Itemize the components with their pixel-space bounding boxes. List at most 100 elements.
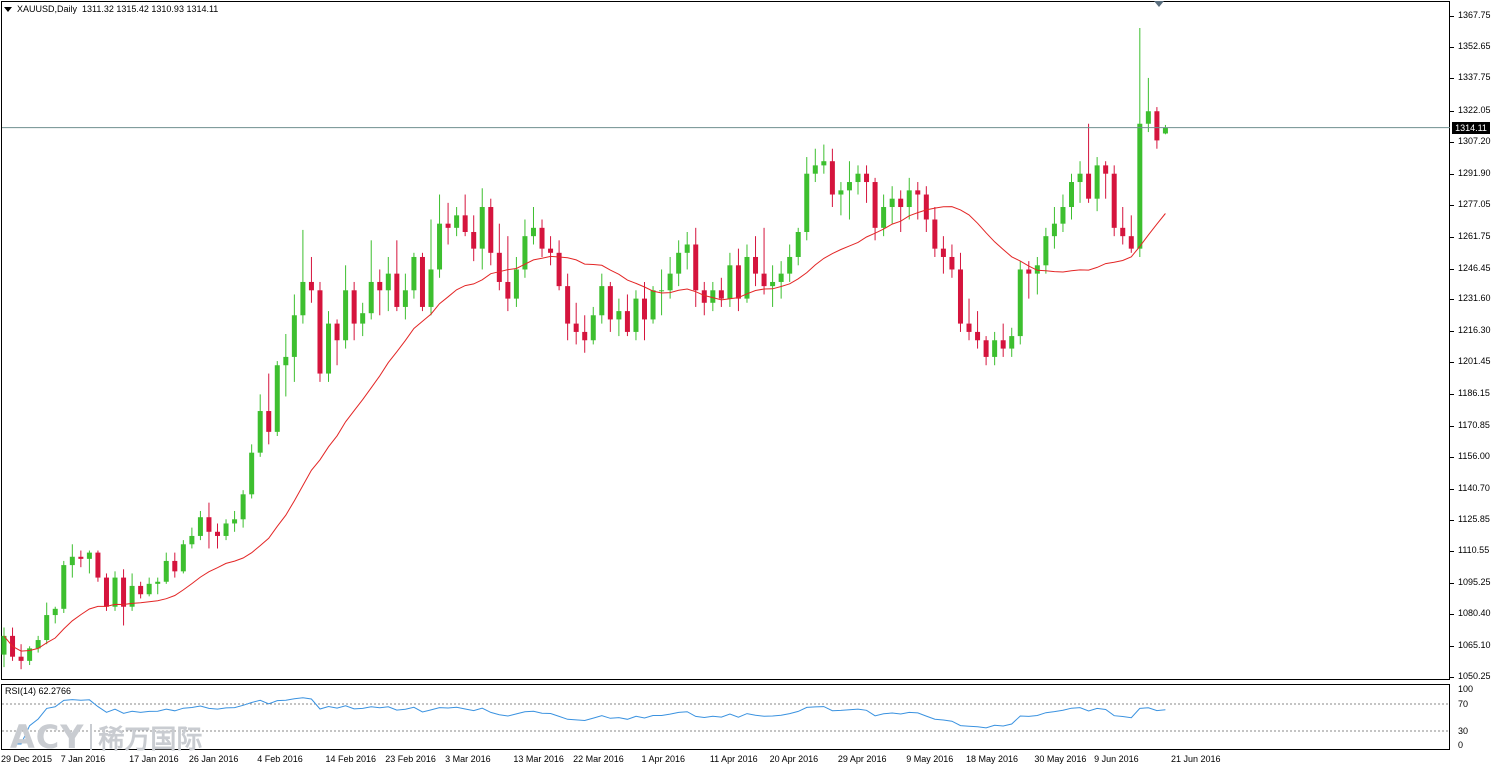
bear-candle[interactable] — [334, 323, 340, 341]
bull-candle[interactable] — [146, 583, 152, 595]
bull-candle[interactable] — [812, 165, 818, 174]
bull-candle[interactable] — [804, 173, 810, 232]
bull-candle[interactable] — [1017, 269, 1023, 337]
bull-candle[interactable] — [522, 236, 528, 270]
bull-candle[interactable] — [1069, 182, 1074, 208]
bull-candle[interactable] — [291, 315, 297, 357]
bear-candle[interactable] — [829, 161, 835, 195]
bear-candle[interactable] — [496, 252, 502, 282]
bear-candle[interactable] — [693, 244, 699, 291]
bear-candle[interactable] — [505, 281, 511, 299]
bear-candle[interactable] — [949, 256, 955, 270]
bear-candle[interactable] — [462, 215, 468, 232]
bull-candle[interactable] — [787, 256, 793, 274]
bull-candle[interactable] — [52, 608, 58, 616]
bull-candle[interactable] — [479, 207, 485, 249]
bull-candle[interactable] — [343, 290, 349, 341]
bull-candle[interactable] — [69, 556, 75, 566]
bull-candle[interactable] — [1051, 223, 1057, 237]
bear-candle[interactable] — [1154, 111, 1160, 141]
bull-candle[interactable] — [1162, 127, 1168, 134]
bull-candle[interactable] — [257, 411, 263, 453]
rsi-indicator-panel[interactable] — [1, 684, 1450, 750]
bull-candle[interactable] — [1, 635, 7, 655]
bull-candle[interactable] — [86, 552, 92, 559]
bear-candle[interactable] — [317, 290, 323, 374]
bear-candle[interactable] — [471, 231, 477, 249]
bear-candle[interactable] — [701, 290, 707, 303]
bull-candle[interactable] — [1060, 207, 1066, 224]
bear-candle[interactable] — [172, 560, 178, 572]
bear-candle[interactable] — [539, 227, 545, 249]
bull-candle[interactable] — [163, 560, 169, 582]
bull-candle[interactable] — [992, 340, 998, 357]
bull-candle[interactable] — [889, 198, 895, 208]
bull-candle[interactable] — [61, 565, 67, 609]
bull-candle[interactable] — [530, 227, 536, 237]
bear-candle[interactable] — [898, 198, 904, 208]
bear-candle[interactable] — [1128, 236, 1134, 249]
bear-candle[interactable] — [642, 298, 647, 320]
bull-candle[interactable] — [676, 252, 682, 274]
price-chart-panel[interactable] — [1, 1, 1450, 680]
bull-candle[interactable] — [855, 173, 861, 183]
bull-candle[interactable] — [27, 648, 33, 661]
bull-candle[interactable] — [599, 286, 605, 316]
bull-candle[interactable] — [402, 290, 408, 307]
bear-candle[interactable] — [78, 556, 84, 559]
bull-candle[interactable] — [1137, 123, 1143, 249]
bear-candle[interactable] — [607, 286, 613, 320]
bull-candle[interactable] — [659, 290, 665, 292]
bull-candle[interactable] — [590, 315, 596, 341]
bear-candle[interactable] — [872, 182, 878, 228]
bull-candle[interactable] — [1077, 173, 1083, 183]
bear-candle[interactable] — [1103, 165, 1109, 174]
bull-candle[interactable] — [129, 585, 135, 607]
bear-candle[interactable] — [95, 552, 101, 578]
bull-candle[interactable] — [44, 615, 50, 641]
bull-candle[interactable] — [454, 215, 460, 228]
bull-candle[interactable] — [35, 640, 41, 649]
bear-candle[interactable] — [1000, 340, 1006, 349]
bear-candle[interactable] — [940, 248, 946, 257]
bear-candle[interactable] — [121, 577, 127, 607]
bear-candle[interactable] — [266, 411, 272, 432]
collapse-triangle-icon[interactable] — [4, 6, 12, 12]
bear-candle[interactable] — [206, 517, 212, 532]
bull-candle[interactable] — [223, 523, 229, 536]
bear-candle[interactable] — [351, 290, 357, 324]
bull-candle[interactable] — [385, 273, 391, 291]
bull-candle[interactable] — [232, 519, 238, 524]
bull-candle[interactable] — [197, 517, 203, 536]
bull-candle[interactable] — [155, 581, 161, 584]
bull-candle[interactable] — [326, 323, 332, 374]
bull-candle[interactable] — [633, 298, 639, 332]
bear-candle[interactable] — [624, 311, 630, 332]
bear-candle[interactable] — [419, 256, 425, 307]
bear-candle[interactable] — [488, 207, 494, 253]
bull-candle[interactable] — [1034, 265, 1040, 274]
bull-candle[interactable] — [727, 265, 733, 299]
bear-candle[interactable] — [915, 190, 921, 195]
bear-candle[interactable] — [761, 273, 767, 287]
bull-candle[interactable] — [368, 281, 374, 314]
bull-candle[interactable] — [710, 290, 716, 303]
bear-candle[interactable] — [138, 585, 144, 595]
bear-candle[interactable] — [1120, 227, 1126, 237]
bear-candle[interactable] — [718, 290, 724, 299]
bull-candle[interactable] — [180, 544, 186, 572]
bear-candle[interactable] — [753, 256, 759, 274]
bull-candle[interactable] — [428, 269, 434, 307]
bull-candle[interactable] — [274, 365, 280, 432]
bear-candle[interactable] — [735, 265, 741, 299]
bull-candle[interactable] — [513, 269, 519, 299]
bear-candle[interactable] — [394, 273, 400, 307]
bull-candle[interactable] — [667, 273, 673, 291]
bull-candle[interactable] — [795, 231, 801, 257]
bull-candle[interactable] — [744, 256, 750, 299]
bull-candle[interactable] — [189, 535, 195, 545]
bull-candle[interactable] — [650, 290, 656, 320]
bear-candle[interactable] — [923, 194, 929, 220]
bear-candle[interactable] — [1026, 269, 1032, 274]
bear-candle[interactable] — [1111, 173, 1117, 228]
